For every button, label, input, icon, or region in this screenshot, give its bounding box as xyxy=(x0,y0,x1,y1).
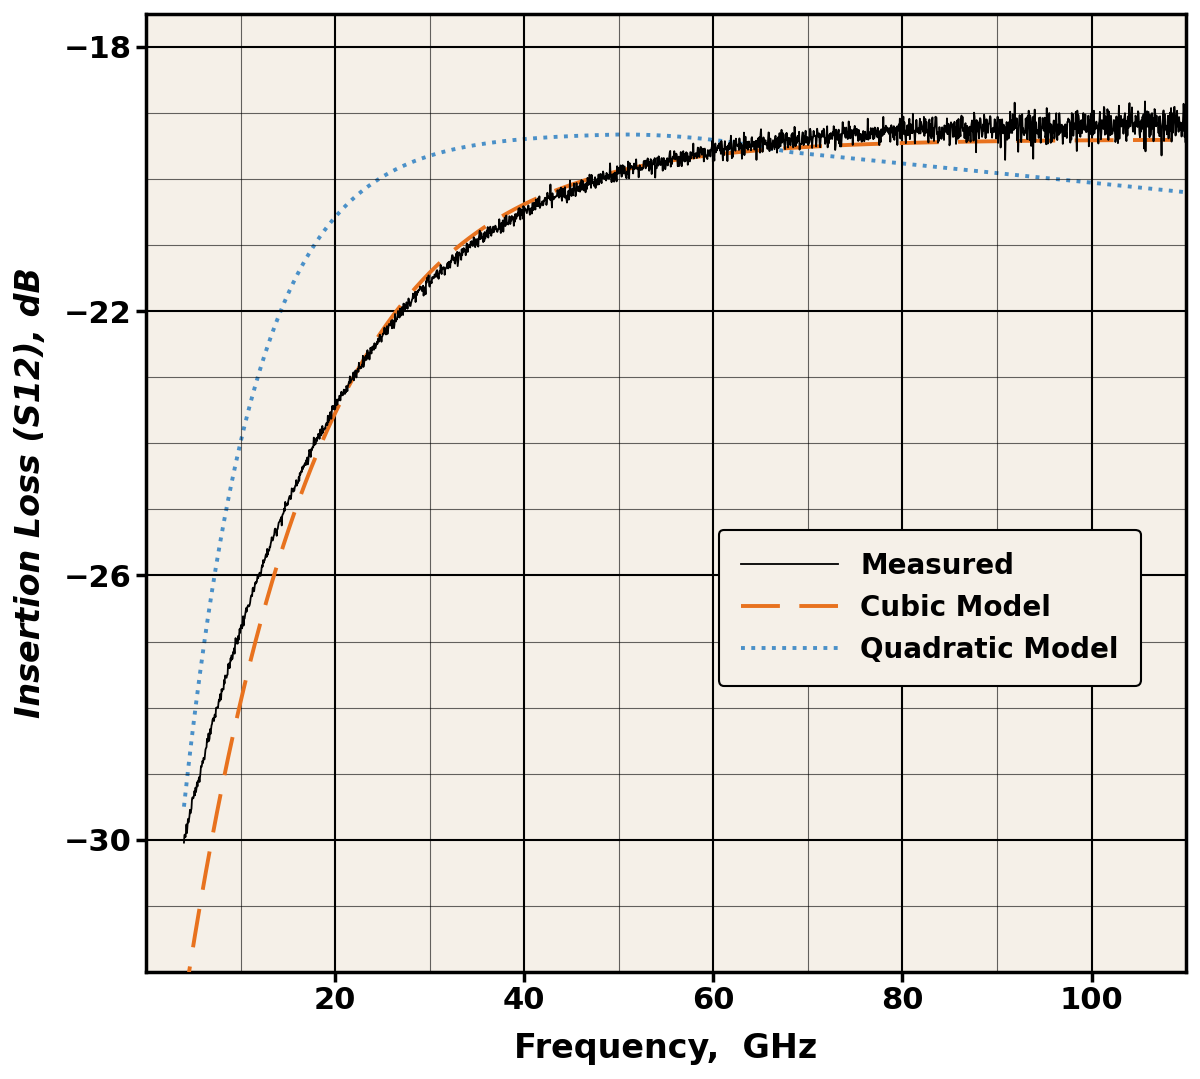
X-axis label: Frequency,  GHz: Frequency, GHz xyxy=(515,1033,817,1065)
Cubic Model xyxy=(664,154,678,167)
Measured xyxy=(664,153,678,166)
Measured xyxy=(637,154,652,167)
Cubic Model xyxy=(1150,134,1164,147)
Cubic Model xyxy=(176,998,191,1011)
Quadratic Model xyxy=(1178,186,1193,199)
Quadratic Model xyxy=(618,128,632,141)
Measured xyxy=(1178,118,1193,131)
Cubic Model xyxy=(637,159,652,172)
Line: Quadratic Model: Quadratic Model xyxy=(184,135,1186,807)
Quadratic Model xyxy=(1150,182,1164,195)
Cubic Model xyxy=(228,720,242,733)
Measured xyxy=(966,123,980,136)
Quadratic Model xyxy=(176,801,191,814)
Line: Measured: Measured xyxy=(184,101,1186,843)
Quadratic Model xyxy=(665,129,679,142)
Quadratic Model xyxy=(1151,183,1165,196)
Cubic Model xyxy=(1178,134,1193,147)
Measured xyxy=(176,836,191,849)
Quadratic Model xyxy=(638,128,653,141)
Measured xyxy=(1151,117,1165,129)
Line: Cubic Model: Cubic Model xyxy=(184,140,1186,1005)
Cubic Model xyxy=(966,135,980,148)
Measured xyxy=(1138,95,1152,108)
Legend: Measured, Cubic Model, Quadratic Model: Measured, Cubic Model, Quadratic Model xyxy=(719,530,1141,686)
Cubic Model xyxy=(1150,134,1164,147)
Measured xyxy=(228,639,242,652)
Y-axis label: Insertion Loss (S12), dB: Insertion Loss (S12), dB xyxy=(14,268,47,719)
Measured xyxy=(1150,119,1164,132)
Quadratic Model xyxy=(966,164,980,177)
Quadratic Model xyxy=(228,460,242,473)
